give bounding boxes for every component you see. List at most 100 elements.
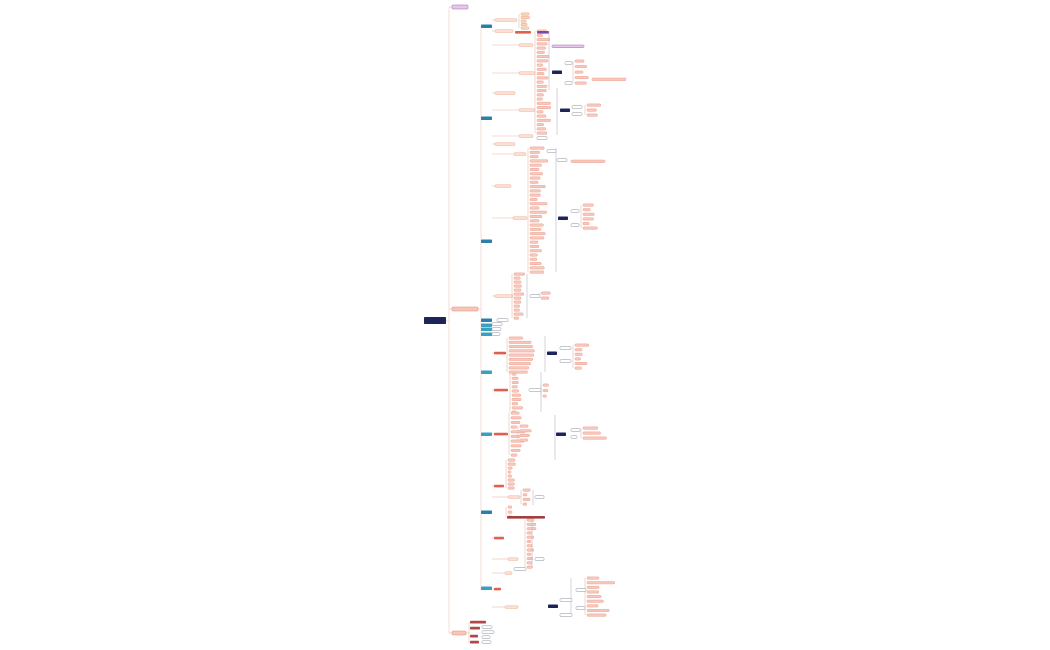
leaf-node (515, 31, 531, 34)
leaf-node (536, 127, 546, 131)
leaf-node (586, 103, 602, 107)
leaf-node (529, 240, 539, 244)
leaf-node (574, 348, 583, 352)
leaf-node (537, 31, 549, 34)
leaf-node (529, 227, 542, 231)
leaf-node (586, 113, 598, 117)
leaf-node (586, 590, 600, 594)
leaf-node (529, 232, 546, 236)
leaf-node (586, 613, 607, 617)
leaf-node (586, 604, 599, 608)
topic-node (481, 370, 492, 374)
leaf-node (529, 163, 542, 167)
leaf-node (536, 123, 544, 127)
topic-node (481, 332, 492, 336)
leaf-node (526, 544, 533, 548)
leaf-node (574, 70, 584, 74)
leaf-node (507, 486, 515, 490)
leaf-node (507, 474, 512, 478)
leaf-node (508, 370, 528, 374)
leaf-node (582, 222, 590, 225)
leaf-node (529, 193, 541, 197)
leaf-node (511, 393, 522, 397)
leaf-node (529, 176, 541, 180)
leaf-node (511, 381, 519, 384)
leaf-node (526, 557, 534, 561)
leaf-node (513, 292, 525, 296)
leaf-node (511, 397, 522, 401)
leaf-node (536, 42, 548, 46)
summary-node (556, 432, 566, 436)
subtopic-node (494, 484, 504, 488)
leaf-node (511, 402, 519, 406)
leaf-node (508, 353, 535, 357)
leaf-node (529, 206, 540, 210)
leaf-node (526, 561, 533, 565)
leaf-node (529, 253, 538, 257)
leaf-node (510, 416, 522, 420)
leaf-node (508, 340, 532, 344)
leaf-node (574, 357, 581, 361)
leaf-node (529, 172, 543, 176)
leaf-node (526, 565, 533, 569)
label-node (570, 223, 580, 227)
leaf-node (529, 197, 538, 201)
label-node (556, 158, 568, 162)
label-node (536, 136, 548, 140)
leaf-node (570, 159, 606, 163)
label-node (513, 567, 527, 571)
leaf-node (586, 108, 597, 112)
leaf-node (529, 210, 547, 214)
leaf-node (586, 595, 602, 599)
leaf-node (536, 72, 545, 76)
root-node (424, 317, 446, 324)
leaf-node (513, 280, 522, 284)
leaf-node (536, 46, 546, 50)
subtopic-node (504, 571, 513, 575)
leaf-node (582, 203, 594, 207)
leaf-node (526, 531, 532, 535)
label-node (496, 318, 509, 322)
leaf-node (582, 208, 591, 212)
leaf-node (507, 466, 513, 470)
leaf-node (536, 33, 543, 37)
leaf-node (529, 150, 540, 154)
label-node (559, 359, 572, 363)
subtopic-node (494, 142, 516, 146)
subtopic-node (494, 294, 514, 298)
subtopic-node (518, 71, 536, 75)
leaf-node (520, 23, 528, 27)
label-node (564, 61, 573, 65)
leaf-node (540, 296, 550, 300)
leaf-node (508, 362, 531, 366)
label-node (559, 346, 572, 350)
leaf-node (529, 215, 543, 218)
leaf-node (536, 67, 547, 71)
leaf-node (513, 312, 524, 316)
leaf-node (526, 518, 535, 522)
leaf-node (513, 288, 522, 292)
leaf-node (513, 304, 520, 308)
subtopic-node (507, 495, 521, 499)
leaf-node (520, 26, 529, 30)
leaf-node (510, 448, 521, 452)
leaf-node (536, 80, 544, 84)
leaf-node (536, 93, 544, 97)
leaf-node (536, 55, 550, 59)
leaf-node (520, 16, 530, 20)
leaf-node (551, 44, 585, 48)
leaf-node (529, 219, 540, 223)
leaf-node (511, 385, 518, 389)
leaf-node (529, 155, 539, 159)
subtopic-node (512, 216, 528, 220)
subtopic-node (494, 29, 514, 33)
leaf-node (507, 470, 512, 474)
leaf-node (510, 425, 517, 429)
leaf-node (519, 438, 529, 442)
summary-node (552, 70, 562, 74)
label-node (559, 598, 573, 602)
subtopic-node (518, 134, 534, 138)
subtopic-node (494, 536, 504, 540)
leaf-node (507, 505, 512, 509)
